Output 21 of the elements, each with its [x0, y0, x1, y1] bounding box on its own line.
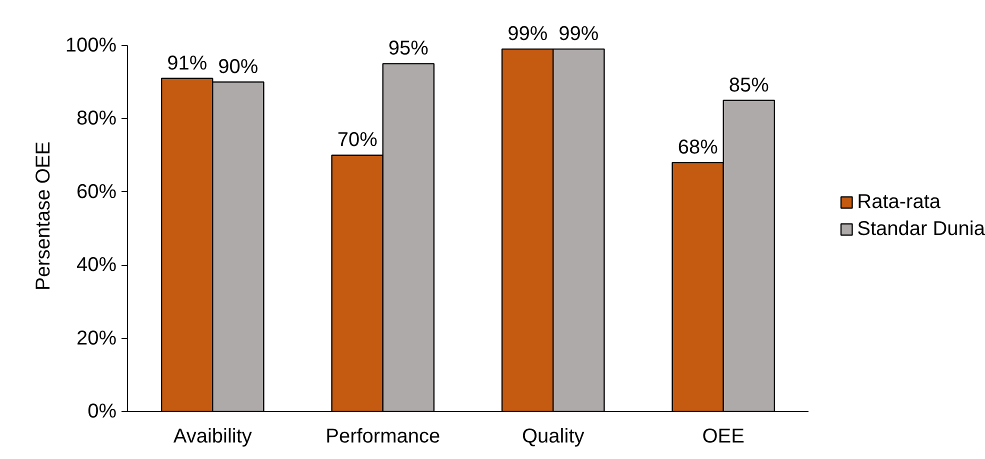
- x-tick-label: Performance: [326, 426, 440, 448]
- y-axis-title: Persentase OEE: [32, 142, 54, 290]
- y-tick-label: 20%: [76, 327, 117, 350]
- data-label: 95%: [388, 38, 429, 60]
- data-label: 70%: [337, 129, 378, 152]
- data-label: 99%: [508, 23, 548, 46]
- y-tick-label: 80%: [76, 108, 117, 130]
- data-label: 99%: [558, 23, 599, 46]
- x-tick-label: Avaibility: [173, 426, 252, 448]
- legend-label: Standar Dunia: [857, 218, 985, 240]
- x-tick-label: Quality: [522, 426, 584, 448]
- data-label: 68%: [678, 136, 718, 159]
- y-tick-label: 0%: [88, 400, 117, 422]
- y-tick-label: 40%: [76, 254, 117, 276]
- y-tick-label: 60%: [76, 180, 117, 203]
- legend-label: Rata-rata: [857, 190, 940, 214]
- data-label: 90%: [218, 56, 258, 78]
- data-label: 85%: [728, 74, 770, 96]
- data-label: 91%: [167, 52, 208, 74]
- x-tick-label: OEE: [702, 426, 745, 448]
- y-tick-label: 100%: [65, 34, 117, 56]
